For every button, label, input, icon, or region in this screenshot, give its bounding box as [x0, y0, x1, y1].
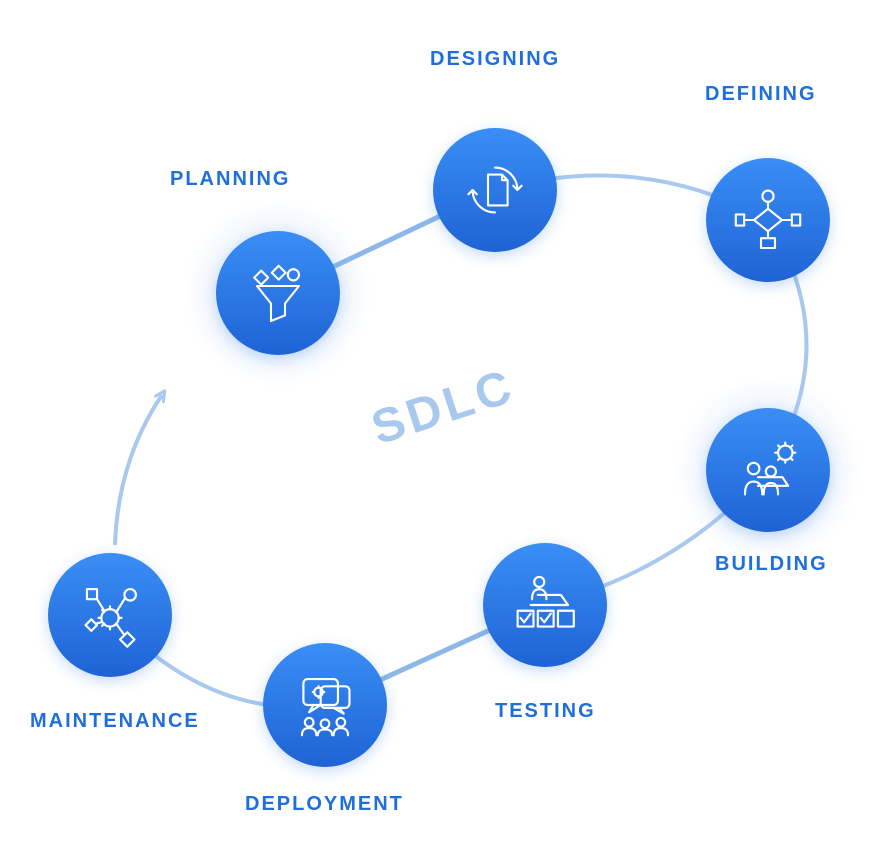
- chat-group-icon: [289, 669, 361, 741]
- doc-cycle-icon: [460, 155, 530, 225]
- sdlc-diagram: SDLC PLANNING DESIGNING: [0, 0, 890, 850]
- label-deployment: DEPLOYMENT: [245, 793, 404, 816]
- flowchart-icon: [733, 185, 803, 255]
- label-building: BUILDING: [715, 553, 828, 576]
- label-testing: TESTING: [495, 700, 596, 723]
- center-title: SDLC: [365, 359, 521, 457]
- label-planning: PLANNING: [170, 168, 290, 191]
- node-maintenance: [48, 553, 172, 677]
- label-defining: DEFINING: [705, 83, 817, 106]
- node-testing: [483, 543, 607, 667]
- check-boxes-icon: [509, 569, 581, 641]
- gear-nodes-icon: [74, 579, 146, 651]
- funnel-shapes-icon: [243, 258, 313, 328]
- edge-maintenance-planning: [115, 395, 162, 545]
- label-maintenance: MAINTENANCE: [30, 710, 200, 733]
- people-gear-icon: [732, 434, 804, 506]
- node-planning: [216, 231, 340, 355]
- node-defining: [706, 158, 830, 282]
- node-designing: [433, 128, 557, 252]
- node-deployment: [263, 643, 387, 767]
- node-building: [706, 408, 830, 532]
- label-designing: DESIGNING: [430, 48, 560, 71]
